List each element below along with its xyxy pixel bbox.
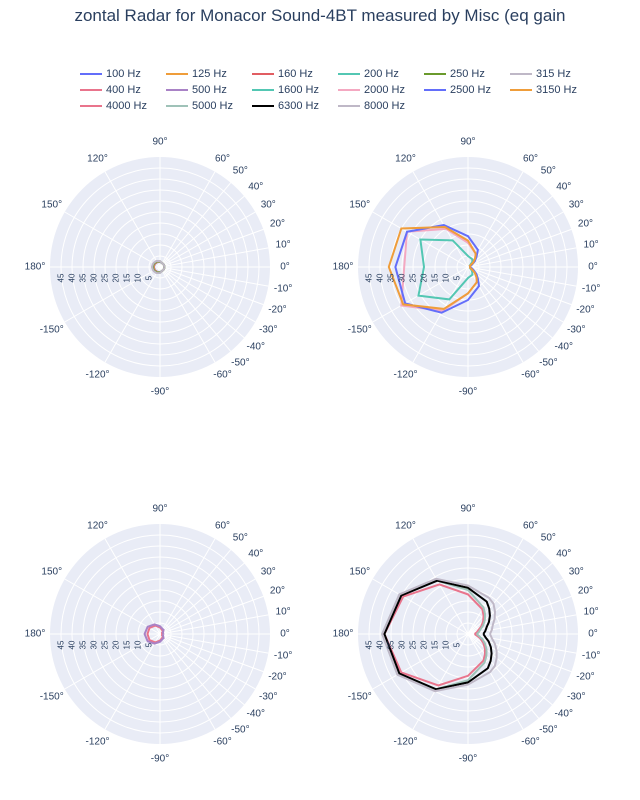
angle-label: -50° [539,724,557,735]
radial-label: 40 [376,641,385,650]
angle-label: 40° [556,548,571,559]
angle-label: 150° [349,566,370,577]
angle-label: -150° [348,691,372,702]
radial-label: 30 [398,641,407,650]
angle-label: -60° [521,737,539,748]
angle-label: 0° [588,629,598,640]
angle-label: -40° [555,709,573,720]
angle-label: -20° [576,671,594,682]
angle-label: 90° [460,504,475,515]
angle-label: 120° [395,520,416,531]
radial-label: 45 [365,641,374,650]
angle-label: 20° [578,586,593,597]
angle-label: 10° [584,607,599,618]
angle-label: 50° [541,533,556,544]
radial-label: 5 [453,643,462,647]
angle-label: 30° [569,566,584,577]
radial-label: 20 [420,641,429,650]
radial-label: 35 [387,641,396,650]
angle-label: -10° [582,650,600,661]
radial-label: 10 [442,641,451,650]
radial-label: 15 [431,641,440,650]
angle-label: -120° [393,737,417,748]
angle-label: -90° [459,754,477,765]
angle-label: 60° [523,520,538,531]
angle-label: 180° [333,629,354,640]
radial-label: 25 [409,641,418,650]
angle-label: -30° [567,691,585,702]
